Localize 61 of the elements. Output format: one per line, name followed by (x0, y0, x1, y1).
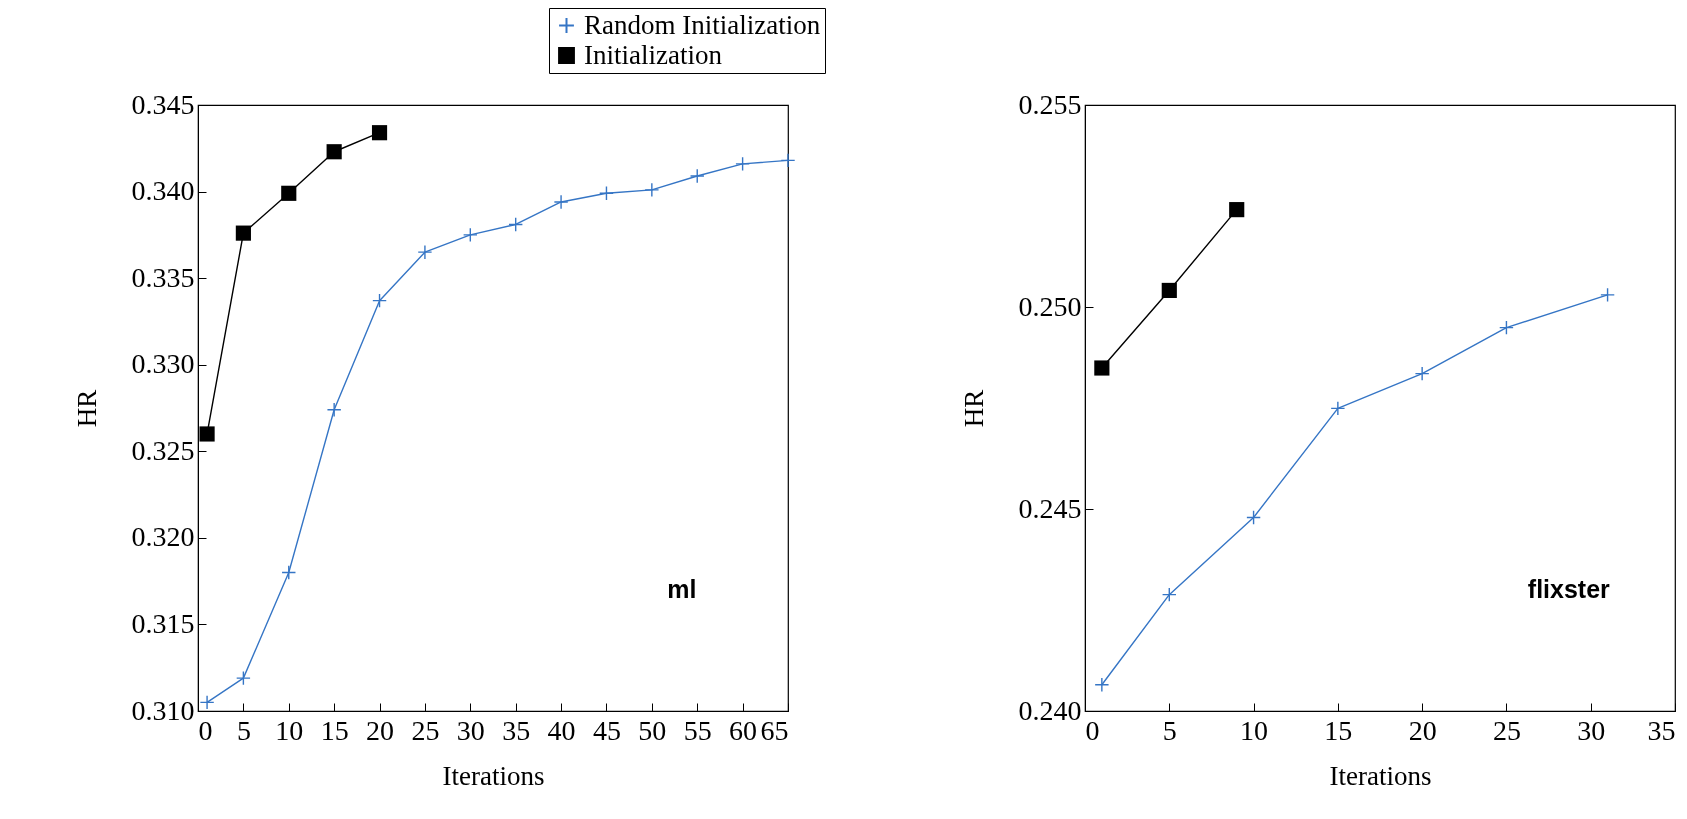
point (281, 185, 297, 201)
x-tick-label: 20 (366, 714, 395, 746)
point (371, 125, 388, 141)
y-tick-label: 0.255 (1018, 88, 1082, 120)
point (689, 168, 705, 184)
point (553, 194, 569, 210)
x-tick-label: 50 (638, 714, 667, 746)
point (235, 670, 251, 686)
point (508, 217, 524, 232)
y-tick-label: 0.250 (1018, 290, 1082, 322)
point (326, 144, 342, 160)
x-tick-label: 10 (275, 714, 304, 746)
y-tick-label: 0.330 (131, 348, 195, 380)
x-tick-label: 40 (547, 714, 576, 746)
y-tick-label: 0.310 (131, 694, 195, 726)
point (462, 227, 478, 243)
point (326, 402, 342, 418)
x-tick-label: 25 (1492, 714, 1521, 746)
annotation: ml (667, 574, 697, 603)
y-tick-label: 0.335 (131, 261, 195, 293)
y-tick-label: 0.325 (131, 434, 195, 466)
y-tick-label: 0.315 (131, 607, 195, 639)
x-tick-label: 60 (729, 714, 758, 746)
x-tick-label: 10 (1240, 714, 1269, 746)
point (735, 156, 751, 172)
point (235, 225, 251, 241)
point (644, 182, 660, 198)
x-tick-label: 25 (411, 714, 440, 746)
x-tick-label: 15 (320, 714, 349, 746)
x-tick-label: 20 (1408, 714, 1437, 746)
x-tick-label: 0 (198, 714, 213, 746)
x-tick-label: 30 (456, 714, 485, 746)
point (372, 293, 387, 309)
x-tick-label: 45 (592, 714, 621, 746)
x-tick-label: 15 (1324, 714, 1353, 746)
point (199, 694, 215, 710)
x-tick-label: 0 (1085, 714, 1100, 746)
x-tick-label: 5 (1162, 714, 1177, 746)
legend-label: Initialization (584, 39, 723, 70)
annotation: flixster (1527, 574, 1611, 603)
y-tick-label: 0.340 (131, 175, 195, 207)
x-tick-label: 55 (683, 714, 712, 746)
point (780, 153, 796, 168)
x-tick-label: 35 (502, 714, 531, 746)
x-tick-label: 35 (1647, 714, 1676, 746)
x-axis-title: Iterations (1329, 760, 1432, 791)
x-axis-title: Iterations (442, 760, 545, 791)
y-tick-label: 0.245 (1018, 492, 1082, 524)
point (281, 565, 297, 580)
y-tick-label: 0.240 (1018, 694, 1082, 726)
y-tick-label: 0.320 (131, 521, 195, 553)
point (599, 185, 614, 201)
y-axis-title: HR (958, 389, 989, 428)
x-tick-label: 65 (760, 714, 789, 746)
legend-label: Random Initialization (584, 9, 821, 40)
point (199, 426, 215, 442)
y-tick-label: 0.345 (131, 88, 195, 120)
x-tick-label: 5 (236, 714, 251, 746)
point (417, 244, 433, 260)
y-axis-title: HR (71, 389, 102, 428)
x-tick-label: 30 (1577, 714, 1606, 746)
